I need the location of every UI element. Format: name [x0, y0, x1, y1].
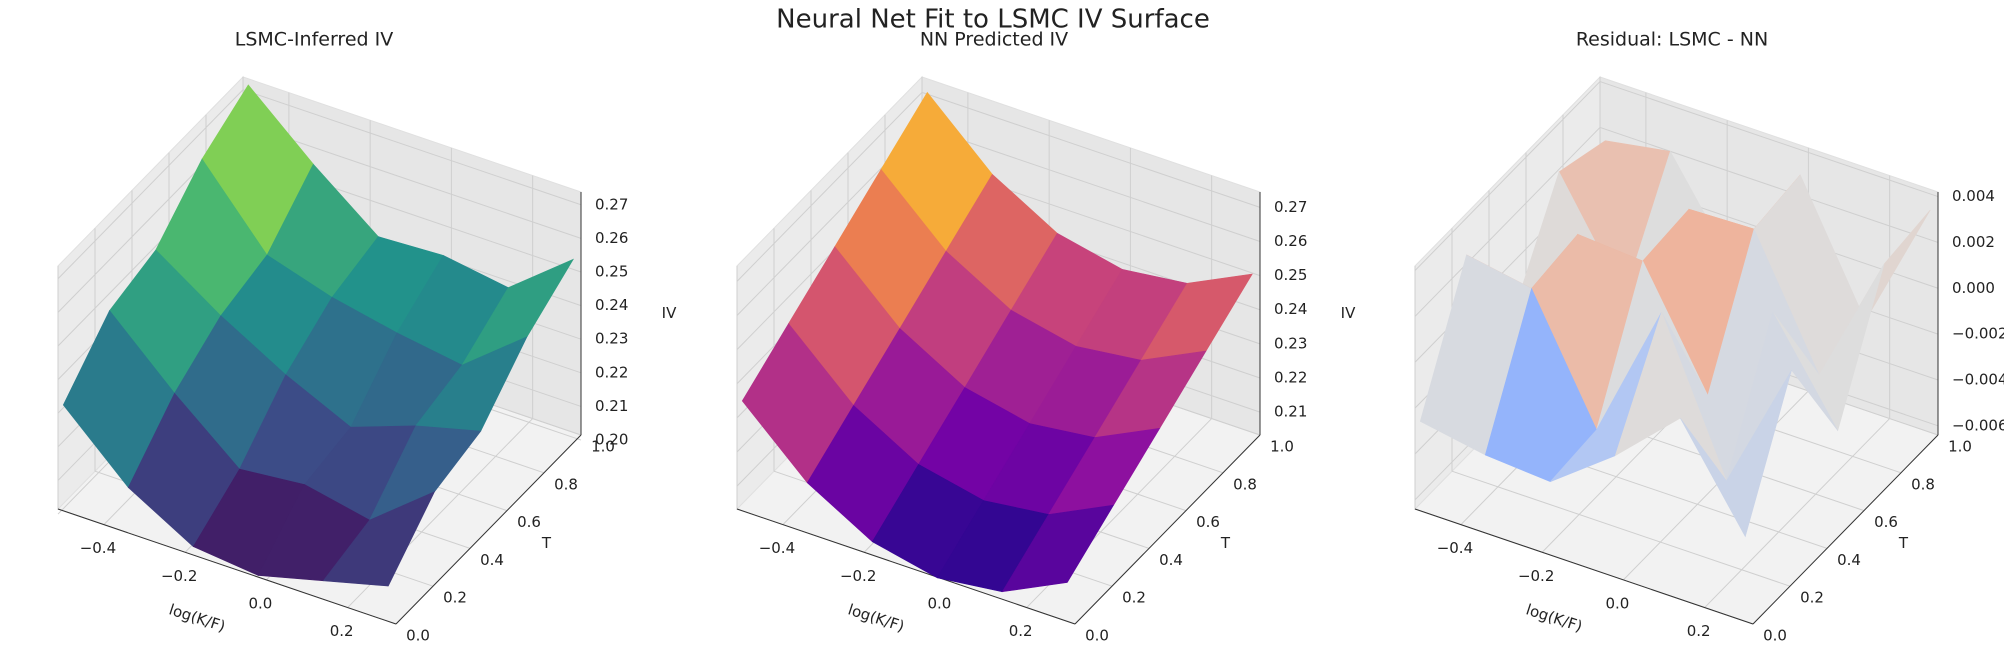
surface-patch: [1680, 369, 1792, 538]
panel-title: LSMC-Inferred IV: [235, 29, 393, 51]
y-axis-label: T: [1220, 534, 1231, 552]
z-tick-label: 0.24: [595, 296, 628, 314]
x-tick-label: −0.4: [80, 539, 116, 557]
y-axis-label: T: [1898, 534, 1909, 552]
y-tick-label: 1.0: [591, 438, 615, 456]
z-tick-label: 0.000: [1952, 279, 1995, 297]
y-tick-label: 1.0: [1948, 438, 1972, 456]
panel-title: Residual: LSMC - NN: [1576, 29, 1768, 51]
z-grid-line: [736, 92, 923, 282]
z-tick-label: −0.006: [1952, 416, 2004, 434]
y-tick-label: 0.2: [1122, 589, 1146, 607]
z-tick-label: 0.20: [595, 431, 628, 449]
axis-line: [1074, 434, 1261, 625]
z-tick-label: 0.21: [1274, 403, 1307, 421]
z-tick-label: 0.23: [595, 330, 628, 348]
y-tick-label: 0.6: [1874, 513, 1898, 531]
z-grid-line: [921, 126, 1261, 242]
z-grid-line: [1599, 126, 1939, 243]
z-tick-label: 0.26: [1274, 232, 1307, 250]
z-tick-label: 0.26: [595, 229, 628, 247]
axis-line: [1414, 508, 1754, 625]
x-tick-label: −0.2: [840, 567, 876, 585]
surface-patch: [322, 491, 436, 587]
z-tick-label: −0.002: [1952, 325, 2004, 343]
z-tick-label: 0.25: [595, 262, 628, 280]
z-tick-label: 0.27: [595, 195, 628, 213]
z-axis-label: IV: [662, 304, 677, 322]
x-tick-label: 0.2: [1687, 622, 1711, 640]
y-tick-label: 0.0: [1085, 627, 1109, 645]
x-tick-label: 0.0: [248, 594, 272, 612]
y-tick-label: 0.8: [1911, 475, 1935, 493]
panel-title: NN Predicted IV: [920, 29, 1068, 51]
z-axis-label: IV: [1341, 304, 1356, 322]
z-tick-label: 0.22: [1274, 369, 1307, 387]
x-axis-label: log(K/F): [167, 600, 228, 635]
x-grid-line: [1623, 390, 1809, 581]
x-tick-label: −0.4: [1437, 539, 1473, 557]
z-tick-label: 0.002: [1952, 233, 1995, 251]
y-axis-label: T: [541, 534, 552, 552]
z-tick-label: 0.22: [595, 363, 628, 381]
z-grid-line: [921, 91, 1261, 208]
x-tick-label: 0.0: [1605, 594, 1629, 612]
z-tick-label: 0.25: [1274, 266, 1307, 284]
z-tick-label: 0.21: [595, 397, 628, 415]
z-tick-label: −0.004: [1952, 370, 2004, 388]
z-grid-line: [242, 89, 582, 206]
z-grid-line: [242, 122, 582, 239]
axis-line: [736, 508, 1076, 625]
y-tick-label: 0.4: [480, 551, 504, 569]
y-tick-label: 0.6: [517, 513, 541, 531]
x-tick-label: 0.2: [330, 622, 354, 640]
y-tick-label: 0.8: [554, 475, 578, 493]
y-tick-label: 0.0: [406, 627, 430, 645]
x-tick-label: −0.2: [161, 567, 197, 585]
x-tick-label: 0.0: [927, 594, 951, 612]
z-grid-line: [1599, 81, 1939, 198]
y-tick-label: 0.6: [1196, 513, 1220, 531]
x-tick-label: −0.2: [1518, 567, 1554, 585]
y-tick-label: 0.0: [1763, 627, 1787, 645]
y-tick-label: 0.4: [1837, 551, 1861, 569]
x-axis-label: log(K/F): [1524, 600, 1585, 635]
y-grid-line: [1451, 470, 1791, 587]
surface-patch: [1001, 504, 1115, 593]
x-axis-label: log(K/F): [846, 600, 907, 635]
z-grid-line: [57, 89, 244, 280]
x-tick-label: 0.2: [1009, 622, 1033, 640]
z-tick-label: 0.27: [1274, 198, 1307, 216]
z-tick-label: 0.004: [1952, 187, 1995, 205]
z-grid-line: [1414, 81, 1601, 271]
axis-line: [57, 508, 397, 625]
z-grid-line: [1414, 127, 1601, 317]
y-tick-label: 0.2: [1800, 589, 1824, 607]
axis-line: [395, 434, 582, 625]
axis-line: [1752, 434, 1939, 625]
figure-title: Neural Net Fit to LSMC IV Surface: [776, 5, 1210, 35]
y-tick-label: 1.0: [1270, 438, 1294, 456]
y-tick-label: 0.8: [1233, 475, 1257, 493]
y-tick-label: 0.4: [1159, 551, 1183, 569]
x-grid-line: [1704, 418, 1891, 608]
x-tick-label: −0.4: [759, 539, 795, 557]
z-tick-label: 0.24: [1274, 300, 1307, 318]
z-tick-label: 0.23: [1274, 334, 1307, 352]
y-tick-label: 0.2: [443, 589, 467, 607]
